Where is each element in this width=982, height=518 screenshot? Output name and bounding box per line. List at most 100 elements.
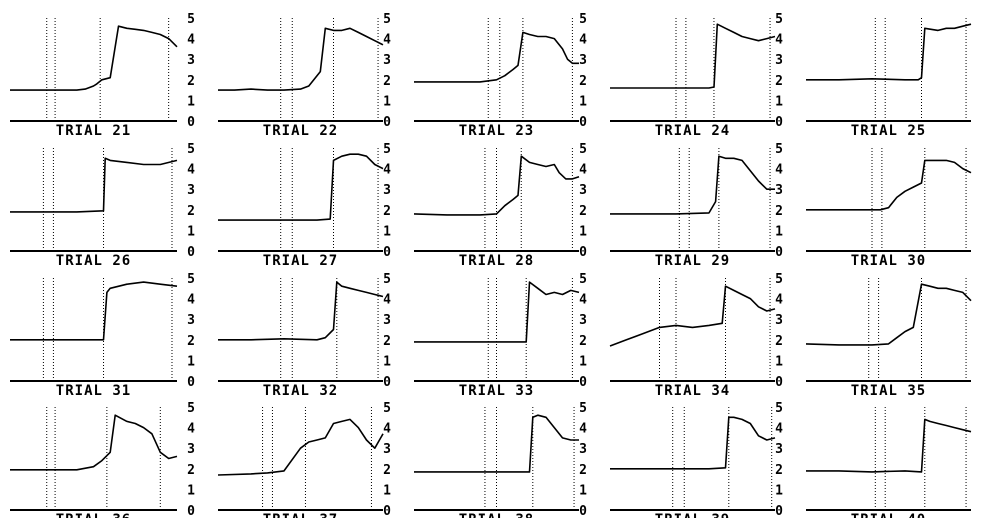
y-tick-label: 4 (383, 293, 391, 308)
y-tick-label: 5 (383, 12, 391, 27)
panel-title: TRIAL 36 (56, 512, 131, 518)
y-tick-label: 1 (383, 224, 391, 239)
y-tick-label: 0 (383, 245, 391, 260)
y-tick-label: 3 (187, 53, 195, 68)
panel-5: 0 1 2 3 4 5 TRIAL 25 (775, 12, 972, 139)
y-tick-label: 0 (579, 245, 587, 260)
y-tick-label: 0 (383, 504, 391, 518)
y-tick-label: 2 (579, 74, 587, 89)
y-tick-label: 2 (383, 334, 391, 349)
panel-2: 0 1 2 3 4 5 TRIAL 22 (187, 12, 384, 139)
y-tick-label: 0 (579, 504, 587, 518)
y-tick-label: 1 (187, 224, 195, 239)
series-line (610, 416, 776, 470)
panel-title: TRIAL 30 (851, 253, 926, 269)
panel-8: 0 1 2 3 4 5 TRIAL 28 (383, 142, 580, 269)
y-tick-label: 5 (579, 401, 587, 416)
y-tick-label: 5 (579, 12, 587, 27)
y-tick-label: 3 (383, 442, 391, 457)
y-tick-label: 3 (579, 442, 587, 457)
series-line (609, 285, 776, 347)
panel-20: 0 1 2 3 4 5 TRIAL 40 (775, 401, 972, 518)
series-line (806, 23, 972, 81)
y-tick-label: 5 (187, 401, 195, 416)
panel-9: 0 1 2 3 4 5 TRIAL 29 (579, 142, 775, 269)
y-tick-label: 0 (187, 375, 195, 390)
panel-title: TRIAL 28 (459, 253, 534, 269)
panel-13: 0 1 2 3 4 5 TRIAL 33 (383, 272, 580, 399)
y-tick-label: 4 (579, 33, 587, 48)
series-line (218, 153, 384, 221)
y-tick-label: 2 (579, 463, 587, 478)
y-tick-label: 3 (383, 313, 391, 328)
y-tick-label: 3 (383, 53, 391, 68)
panel-title: TRIAL 23 (459, 123, 534, 139)
y-tick-label: 0 (579, 375, 587, 390)
panel-title: TRIAL 34 (655, 383, 730, 399)
panel-6: TRIAL 26 (10, 148, 178, 269)
y-tick-label: 1 (187, 483, 195, 498)
y-tick-label: 3 (775, 183, 783, 198)
y-tick-label: 3 (775, 53, 783, 68)
y-tick-label: 4 (775, 163, 783, 178)
y-tick-label: 3 (187, 183, 195, 198)
y-tick-label: 4 (187, 33, 195, 48)
y-tick-label: 0 (579, 115, 587, 130)
panel-title: TRIAL 22 (263, 123, 338, 139)
panel-17: 0 1 2 3 4 5 TRIAL 37 (187, 401, 384, 518)
y-tick-label: 0 (383, 115, 391, 130)
y-tick-label: 2 (187, 74, 195, 89)
panel-12: 0 1 2 3 4 5 TRIAL 32 (187, 272, 384, 399)
y-tick-label: 5 (579, 272, 587, 287)
panel-title: TRIAL 38 (459, 512, 534, 518)
y-tick-label: 0 (775, 245, 783, 260)
series-line (414, 414, 579, 473)
series-line (610, 155, 775, 215)
y-tick-label: 5 (383, 401, 391, 416)
y-tick-label: 2 (579, 204, 587, 219)
panel-title: TRIAL 33 (459, 383, 534, 399)
y-tick-label: 2 (383, 463, 391, 478)
panel-title: TRIAL 29 (655, 253, 730, 269)
y-tick-label: 3 (775, 313, 783, 328)
series-line (414, 281, 580, 343)
y-tick-label: 4 (579, 293, 587, 308)
y-tick-label: 4 (775, 293, 783, 308)
y-tick-label: 2 (775, 74, 783, 89)
y-tick-label: 5 (187, 12, 195, 27)
panel-10: 0 1 2 3 4 5 TRIAL 30 (775, 142, 972, 269)
y-tick-label: 4 (187, 293, 195, 308)
y-tick-label: 2 (383, 74, 391, 89)
y-tick-label: 0 (775, 375, 783, 390)
y-tick-label: 4 (187, 422, 195, 437)
series-line (218, 281, 384, 341)
panel-3: 0 1 2 3 4 5 TRIAL 23 (383, 12, 579, 139)
y-tick-label: 3 (775, 442, 783, 457)
y-tick-label: 4 (187, 163, 195, 178)
y-tick-label: 1 (579, 224, 587, 239)
series-line (806, 418, 972, 473)
panel-title: TRIAL 25 (851, 123, 926, 139)
y-tick-label: 0 (775, 115, 783, 130)
panel-title: TRIAL 27 (263, 253, 338, 269)
y-tick-label: 2 (775, 463, 783, 478)
y-tick-label: 3 (579, 53, 587, 68)
y-tick-label: 1 (383, 94, 391, 109)
panel-18: 0 1 2 3 4 5 TRIAL 38 (383, 401, 579, 518)
y-tick-label: 2 (187, 334, 195, 349)
panel-title: TRIAL 24 (655, 123, 730, 139)
y-tick-label: 2 (775, 204, 783, 219)
panel-title: TRIAL 37 (263, 512, 338, 518)
y-tick-label: 0 (775, 504, 783, 518)
y-tick-label: 4 (775, 33, 783, 48)
y-tick-label: 4 (775, 422, 783, 437)
panel-title: TRIAL 31 (56, 383, 131, 399)
panel-7: 0 1 2 3 4 5 TRIAL 27 (187, 142, 384, 269)
y-tick-label: 0 (187, 504, 195, 518)
y-tick-label: 2 (187, 463, 195, 478)
y-tick-label: 5 (187, 272, 195, 287)
y-tick-label: 1 (579, 94, 587, 109)
series-line (413, 155, 580, 216)
series-line (610, 23, 776, 89)
y-tick-label: 2 (775, 334, 783, 349)
